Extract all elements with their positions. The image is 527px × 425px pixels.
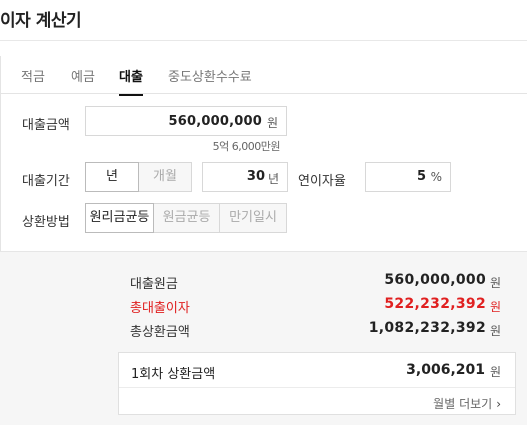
first-payment-divider bbox=[119, 387, 515, 388]
loan-amount-value: 560,000,000 bbox=[168, 114, 262, 129]
method-equal-payment[interactable]: 원리금균등 bbox=[85, 203, 154, 233]
loan-period-input[interactable]: 30 년 bbox=[202, 162, 288, 192]
total-repayment-unit: 원 bbox=[489, 324, 501, 338]
loan-amount-unit: 원 bbox=[266, 116, 278, 130]
period-unit-year[interactable]: 년 bbox=[85, 162, 139, 192]
total-interest-unit: 원 bbox=[489, 300, 501, 314]
total-interest-value: 522,232,392 bbox=[384, 296, 486, 312]
total-interest-label: 총대출이자 bbox=[130, 301, 190, 316]
title-divider bbox=[0, 40, 527, 41]
principal-value: 560,000,000 bbox=[384, 272, 486, 288]
loan-amount-label: 대출금액 bbox=[22, 118, 70, 133]
first-payment-box: 1회차 상환금액 3,006,201 원 월별 더보기 › bbox=[118, 352, 516, 415]
monthly-more-label: 월별 더보기 bbox=[433, 397, 493, 411]
repayment-method-label: 상환방법 bbox=[22, 215, 70, 230]
tab-savings[interactable]: 적금 bbox=[21, 70, 45, 85]
loan-amount-input[interactable]: 560,000,000 원 bbox=[85, 106, 287, 136]
interest-rate-input[interactable]: 5 % bbox=[365, 162, 451, 192]
interest-rate-unit: % bbox=[430, 170, 442, 184]
interest-rate-value: 5 bbox=[416, 169, 426, 184]
tab-loan[interactable]: 대출 bbox=[119, 66, 143, 96]
total-repayment-label: 총상환금액 bbox=[130, 325, 190, 340]
total-repayment-value: 1,082,232,392 bbox=[368, 320, 486, 336]
interest-rate-label: 연이자율 bbox=[298, 174, 346, 189]
loan-period-value: 30 bbox=[246, 169, 265, 184]
chevron-right-icon: › bbox=[496, 397, 501, 411]
first-payment-unit: 원 bbox=[489, 365, 501, 379]
method-equal-principal[interactable]: 원금균등 bbox=[153, 203, 220, 233]
first-payment-label: 1회차 상환금액 bbox=[131, 367, 216, 382]
monthly-more-link[interactable]: 월별 더보기 › bbox=[433, 395, 501, 412]
principal-label: 대출원금 bbox=[130, 277, 178, 292]
tab-bar: 적금 예금 대출 중도상환수수료 bbox=[1, 56, 527, 96]
method-bullet[interactable]: 만기일시 bbox=[219, 203, 287, 233]
principal-unit: 원 bbox=[489, 276, 501, 290]
calculator-card: 적금 예금 대출 중도상환수수료 bbox=[0, 56, 527, 425]
tab-deposit[interactable]: 예금 bbox=[71, 70, 95, 85]
tab-prepayment-fee[interactable]: 중도상환수수료 bbox=[168, 70, 252, 85]
page-title: 이자 계산기 bbox=[0, 11, 82, 31]
loan-period-unit: 년 bbox=[267, 172, 279, 186]
period-unit-month[interactable]: 개월 bbox=[138, 162, 192, 192]
loan-period-label: 대출기간 bbox=[22, 174, 70, 189]
loan-amount-korean: 5억 6,000만원 bbox=[212, 140, 281, 153]
first-payment-value: 3,006,201 bbox=[406, 362, 485, 378]
